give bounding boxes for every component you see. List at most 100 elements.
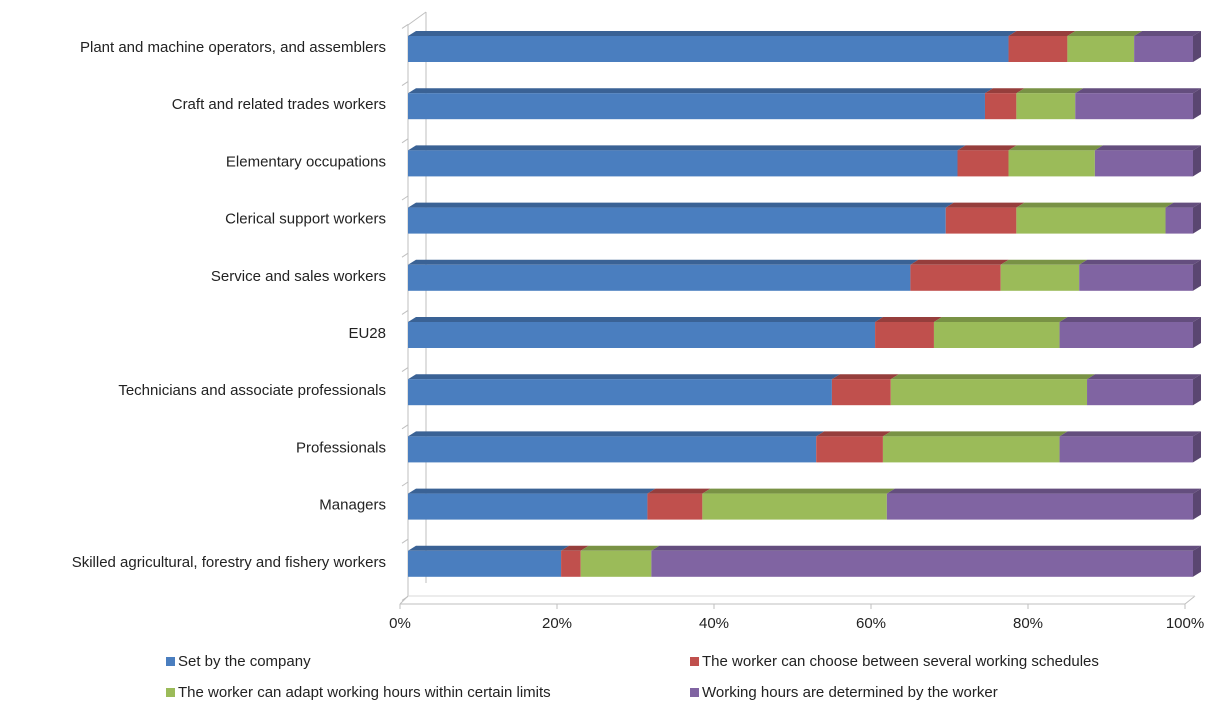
bar-segment-top <box>408 545 570 551</box>
bar-segment <box>408 493 648 520</box>
bar-segment <box>933 322 1060 348</box>
bar-segment <box>831 379 891 406</box>
x-tick-label: 100% <box>1166 615 1204 632</box>
bar-segment-top <box>1134 31 1201 36</box>
legend-item: Set by the company <box>166 653 311 670</box>
bar-segment <box>890 379 1088 406</box>
bar-segment-top <box>580 545 660 551</box>
y-axis-tick <box>401 195 409 201</box>
bar-segment-top <box>408 202 954 208</box>
y-axis-tick <box>401 538 409 544</box>
bar-end-cap <box>1193 431 1201 463</box>
bar-segment-top <box>831 374 899 380</box>
bar-segment <box>1008 150 1095 177</box>
bar-segment-top <box>1016 88 1084 94</box>
bar-segment <box>408 93 985 120</box>
y-axis-tick <box>401 138 409 144</box>
bar-segment <box>702 493 887 520</box>
category-label: Skilled agricultural, forestry and fishe… <box>72 554 386 571</box>
bar-segment-top <box>1075 88 1201 94</box>
bar-segment-top <box>1087 374 1201 380</box>
bar-segment-top <box>408 259 919 265</box>
bar-end-cap <box>1193 31 1201 62</box>
bar-segment-top <box>702 488 895 494</box>
bar-segment-top <box>933 317 1068 322</box>
bar-group <box>408 488 1201 520</box>
bar-segment-top <box>984 88 1025 94</box>
bar-segment-top <box>886 488 1201 494</box>
bar-segment <box>408 322 876 348</box>
legend-label: The worker can choose between several wo… <box>702 653 1099 670</box>
bar-segment <box>1165 207 1193 234</box>
bar-segment <box>1059 322 1193 348</box>
bar-segment-top <box>1059 317 1201 322</box>
bar-segment <box>408 207 946 234</box>
bar-segment <box>1067 36 1135 62</box>
category-label: Technicians and associate professionals <box>118 382 386 399</box>
bar-segment <box>1079 264 1193 291</box>
bar-segment <box>561 550 581 577</box>
y-axis-tick <box>401 309 409 315</box>
bar-segment-top <box>1008 145 1103 151</box>
legend-swatch <box>166 657 175 666</box>
bar-segment <box>957 150 1009 177</box>
bar-segment-top <box>945 202 1025 208</box>
y-axis-tick <box>401 481 409 487</box>
bar-segment <box>910 264 1001 291</box>
legend-swatch <box>690 688 699 697</box>
bar-segment-top <box>816 431 891 437</box>
category-labels: Plant and machine operators, and assembl… <box>72 39 386 571</box>
bar-segment-top <box>408 88 993 94</box>
bar-segment-top <box>890 374 1096 380</box>
bar-end-cap <box>1193 259 1201 291</box>
category-label: Managers <box>319 497 386 514</box>
bar-end-cap <box>1193 202 1201 234</box>
bar-segment <box>816 436 883 463</box>
bar-segment-top <box>1008 31 1076 36</box>
bar-segment-top <box>1079 259 1201 265</box>
bar-segment <box>651 550 1193 577</box>
x-tick-label: 80% <box>1013 615 1043 632</box>
bar-segment-top <box>1059 431 1201 437</box>
bar-segment-top <box>408 431 825 437</box>
bar-segment-top <box>647 488 711 494</box>
bar-segment-top <box>408 31 1017 36</box>
bar-end-cap <box>1193 317 1201 348</box>
bar-segment <box>945 207 1017 234</box>
bar-group <box>408 202 1201 234</box>
bar-segment-top <box>408 145 966 151</box>
y-axis-tick <box>401 424 409 430</box>
bar-segment <box>408 264 911 291</box>
bar-segment <box>1059 436 1193 463</box>
bar-segment-top <box>910 259 1009 265</box>
bar-group <box>408 31 1201 62</box>
legend-item: Working hours are determined by the work… <box>690 684 998 701</box>
category-label: Craft and related trades workers <box>172 96 386 113</box>
bar-segment <box>886 493 1193 520</box>
category-label: EU28 <box>348 325 386 342</box>
bar-segment <box>1016 207 1166 234</box>
y-axis-tick <box>401 81 409 87</box>
bar-segment-top <box>1067 31 1143 36</box>
bar-segment-top <box>561 545 589 551</box>
bar-segment <box>408 36 1009 62</box>
bar-segment <box>580 550 652 577</box>
category-label: Elementary occupations <box>226 153 386 170</box>
x-tick-label: 60% <box>856 615 886 632</box>
bar-segment <box>1008 36 1068 62</box>
legend-item: The worker can adapt working hours withi… <box>166 684 551 701</box>
y-axis-top-edge <box>407 11 427 26</box>
bar-segment <box>882 436 1060 463</box>
bar-group <box>408 88 1201 120</box>
legend-label: Set by the company <box>178 653 311 670</box>
bar-segment-top <box>408 488 656 494</box>
bar-segment <box>408 379 832 406</box>
bar-segment <box>408 150 958 177</box>
bar-segment <box>984 93 1017 120</box>
y-axis-tick <box>401 252 409 258</box>
bar-segment <box>1087 379 1193 406</box>
bar-end-cap <box>1193 488 1201 520</box>
bar-end-cap <box>1193 88 1201 120</box>
bar-segment <box>408 436 817 463</box>
